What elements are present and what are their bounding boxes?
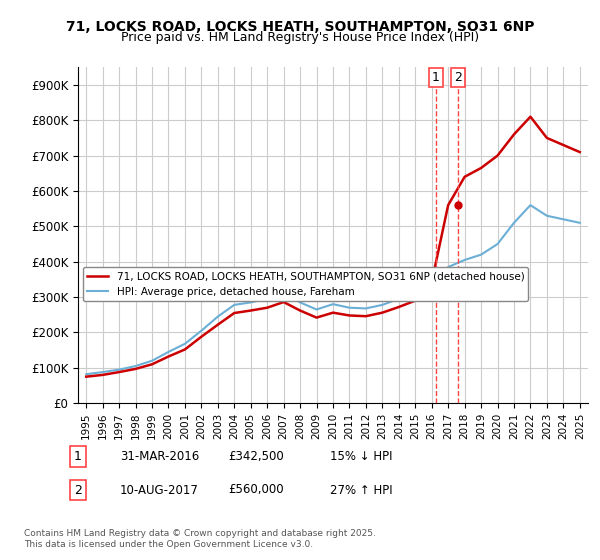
Text: 2: 2	[454, 71, 462, 85]
Text: 31-MAR-2016: 31-MAR-2016	[120, 450, 199, 463]
Text: 15% ↓ HPI: 15% ↓ HPI	[330, 450, 392, 463]
Text: 1: 1	[74, 450, 82, 463]
Text: 10-AUG-2017: 10-AUG-2017	[120, 483, 199, 497]
Text: 71, LOCKS ROAD, LOCKS HEATH, SOUTHAMPTON, SO31 6NP: 71, LOCKS ROAD, LOCKS HEATH, SOUTHAMPTON…	[66, 20, 534, 34]
Text: 1: 1	[432, 71, 440, 85]
Text: 2: 2	[74, 483, 82, 497]
Text: Price paid vs. HM Land Registry's House Price Index (HPI): Price paid vs. HM Land Registry's House …	[121, 31, 479, 44]
Text: £560,000: £560,000	[228, 483, 284, 497]
Text: 27% ↑ HPI: 27% ↑ HPI	[330, 483, 392, 497]
Text: Contains HM Land Registry data © Crown copyright and database right 2025.
This d: Contains HM Land Registry data © Crown c…	[24, 529, 376, 549]
Legend: 71, LOCKS ROAD, LOCKS HEATH, SOUTHAMPTON, SO31 6NP (detached house), HPI: Averag: 71, LOCKS ROAD, LOCKS HEATH, SOUTHAMPTON…	[83, 267, 529, 301]
Text: £342,500: £342,500	[228, 450, 284, 463]
